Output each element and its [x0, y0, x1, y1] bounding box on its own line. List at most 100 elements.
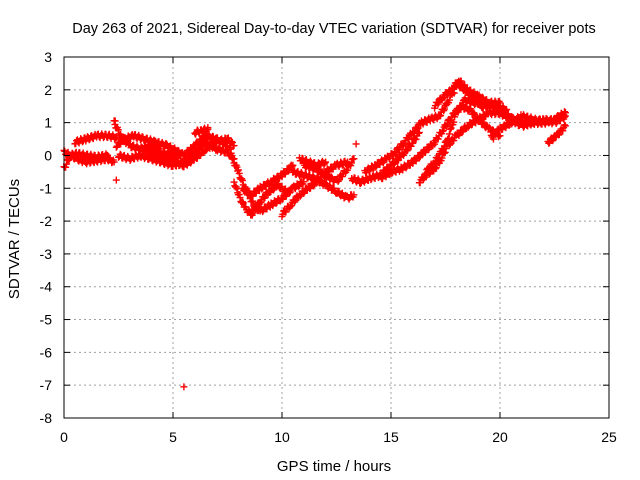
y-tick-label: 0 — [44, 147, 52, 163]
data-point — [561, 122, 569, 130]
data-point — [459, 101, 467, 109]
data-point — [415, 128, 423, 136]
data-point — [229, 155, 237, 163]
data-point — [226, 144, 234, 152]
y-tick-label: -8 — [40, 410, 53, 426]
data-point — [457, 77, 465, 85]
y-tick-label: -6 — [40, 344, 53, 360]
data-point — [350, 191, 358, 199]
y-axis-label: SDTVAR / TECUs — [6, 179, 23, 299]
x-axis-label: GPS time / hours — [277, 458, 391, 475]
data-point — [413, 125, 421, 133]
data-point — [261, 194, 269, 202]
data-point — [286, 189, 294, 197]
data-point — [291, 198, 299, 206]
data-point — [495, 97, 503, 105]
data-point — [227, 149, 235, 157]
x-tick-label: 10 — [274, 429, 290, 445]
data-point — [235, 169, 243, 177]
data-point — [288, 163, 296, 171]
x-tick-label: 25 — [601, 429, 617, 445]
data-point — [412, 135, 420, 143]
data-point — [236, 194, 244, 202]
data-point — [282, 188, 290, 196]
data-point — [350, 155, 358, 163]
data-point — [444, 135, 452, 143]
x-tick-label: 5 — [169, 429, 177, 445]
data-point — [395, 156, 403, 164]
x-tick-label: 0 — [60, 429, 68, 445]
data-point — [321, 159, 329, 167]
data-point — [110, 158, 118, 166]
data-point — [334, 177, 342, 185]
data-point — [226, 145, 234, 153]
data-point — [409, 139, 417, 147]
data-point — [531, 114, 539, 122]
data-point — [249, 209, 257, 217]
data-point — [425, 166, 433, 174]
data-point — [450, 89, 458, 97]
y-tick-label: -1 — [40, 180, 53, 196]
chart-title: Day 263 of 2021, Sidereal Day-to-day VTE… — [72, 21, 596, 37]
data-point — [247, 191, 255, 199]
data-point — [343, 166, 351, 174]
data-point — [437, 111, 445, 119]
data-point — [435, 153, 443, 161]
data-point — [173, 155, 181, 163]
data-point — [561, 121, 569, 129]
x-tick-label: 15 — [383, 429, 399, 445]
data-point — [78, 138, 86, 146]
data-point — [403, 147, 411, 155]
data-point — [104, 151, 112, 159]
data-point — [445, 130, 453, 138]
data-point — [404, 135, 412, 143]
y-tick-label: 1 — [44, 115, 52, 131]
data-point — [245, 206, 253, 214]
data-point — [439, 127, 447, 135]
data-point — [241, 184, 249, 192]
data-point — [470, 109, 478, 117]
data-point — [288, 202, 296, 210]
data-point — [112, 176, 120, 184]
y-tick-label: -5 — [40, 312, 53, 328]
y-tick-label: 2 — [44, 82, 52, 98]
y-tick-label: 3 — [44, 49, 52, 65]
y-tick-label: -4 — [40, 279, 53, 295]
y-tick-label: -3 — [40, 246, 53, 262]
data-point — [519, 111, 527, 119]
data-point — [228, 138, 236, 146]
data-point — [559, 127, 567, 135]
y-tick-label: -7 — [40, 377, 53, 393]
data-point — [561, 109, 569, 117]
data-point — [239, 199, 247, 207]
data-point — [238, 176, 246, 184]
data-point — [445, 96, 453, 104]
data-point — [405, 135, 413, 143]
data-point — [204, 124, 212, 132]
data-point — [62, 163, 70, 171]
data-point — [450, 118, 458, 126]
data-point — [440, 142, 448, 150]
data-point — [555, 130, 563, 138]
data-point — [247, 210, 255, 218]
data-point — [434, 155, 442, 163]
data-point — [441, 105, 449, 113]
data-point — [111, 117, 119, 125]
data-point — [286, 203, 294, 211]
data-point — [416, 154, 424, 162]
data-point — [172, 152, 180, 160]
data-point — [297, 168, 305, 176]
data-point — [238, 198, 246, 206]
data-point — [228, 153, 236, 161]
data-point — [195, 146, 203, 154]
plot-frame — [63, 56, 610, 419]
data-point — [322, 158, 330, 166]
data-point — [446, 125, 454, 133]
data-point — [338, 173, 346, 181]
series-pots — [60, 77, 569, 391]
data-point — [289, 161, 297, 169]
data-point — [173, 153, 181, 161]
data-point — [445, 134, 453, 142]
data-point — [347, 159, 355, 167]
data-point — [404, 146, 412, 154]
